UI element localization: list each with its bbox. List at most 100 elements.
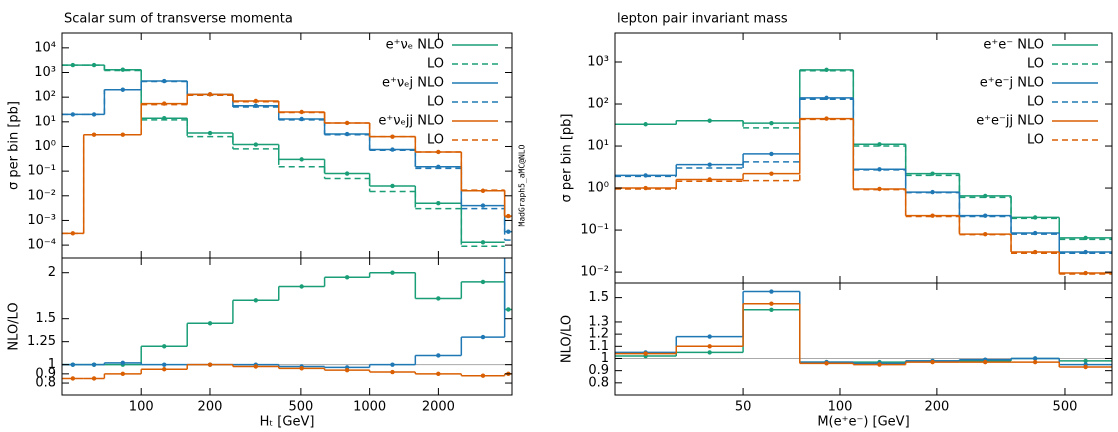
y-tick-label: 1.5 bbox=[588, 290, 609, 305]
frame bbox=[61, 257, 513, 396]
legend-label: e⁺e⁻jj NLO bbox=[976, 114, 1044, 129]
y-tick-label: 10⁻² bbox=[580, 265, 609, 280]
x-tick-label: 500 bbox=[288, 400, 313, 415]
y-tick-label: 2 bbox=[48, 265, 56, 280]
point bbox=[390, 183, 395, 189]
point bbox=[506, 307, 511, 312]
point bbox=[299, 284, 304, 289]
legend-label: LO bbox=[427, 133, 444, 148]
point bbox=[506, 234, 510, 238]
y-tick-label: 10⁻¹ bbox=[580, 223, 609, 238]
point bbox=[769, 171, 774, 176]
point bbox=[436, 353, 441, 358]
point bbox=[769, 301, 774, 306]
point bbox=[390, 270, 395, 275]
legend-label: e⁺νₑ NLO bbox=[386, 38, 444, 53]
point bbox=[506, 229, 511, 234]
point bbox=[91, 362, 97, 367]
y-tick-label: 1.25 bbox=[27, 334, 56, 349]
point bbox=[120, 67, 126, 72]
point bbox=[1083, 358, 1088, 364]
point bbox=[707, 350, 712, 355]
point bbox=[1032, 356, 1038, 361]
plot-area bbox=[615, 289, 1112, 370]
point bbox=[1032, 359, 1038, 365]
point bbox=[299, 157, 304, 162]
y-axis-label: NLO/LO bbox=[560, 315, 575, 363]
y-tick-label: 0.8 bbox=[588, 375, 609, 390]
y-tick-label: 10¹ bbox=[587, 139, 609, 154]
point bbox=[91, 376, 97, 381]
legend-label: e⁺νₑj NLO bbox=[382, 76, 444, 91]
point bbox=[70, 376, 76, 381]
y-tick-label: 10³ bbox=[587, 55, 609, 70]
legend-label: e⁺e⁻j NLO bbox=[980, 76, 1044, 91]
point bbox=[390, 369, 395, 375]
point bbox=[480, 279, 486, 285]
point bbox=[769, 120, 774, 126]
plot-area bbox=[62, 62, 512, 247]
point bbox=[480, 203, 486, 208]
point bbox=[877, 362, 882, 367]
x-tick-label: 50 bbox=[735, 400, 752, 415]
x-tick-label: 2000 bbox=[422, 400, 455, 415]
legend-label: e⁺νₑjj NLO bbox=[378, 114, 444, 129]
watermark: MadGraph5_aMC@NLO bbox=[518, 144, 527, 226]
point bbox=[162, 344, 167, 349]
y-tick-label: 10² bbox=[587, 97, 609, 112]
point bbox=[436, 371, 441, 377]
y-tick-label: 1 bbox=[601, 351, 609, 366]
y-tick-label: 0.9 bbox=[35, 366, 56, 381]
x-tick-label: 200 bbox=[198, 400, 223, 415]
point bbox=[480, 240, 486, 245]
plot-area bbox=[615, 67, 1112, 276]
legend-label: e⁺e⁻ NLO bbox=[983, 38, 1044, 53]
point bbox=[207, 321, 213, 326]
y-tick-label: 10² bbox=[34, 90, 56, 105]
frame bbox=[61, 32, 513, 259]
y-tick-label: 0.8 bbox=[35, 376, 56, 391]
point bbox=[253, 364, 259, 369]
point bbox=[253, 298, 259, 303]
y-tick-label: 10⁰ bbox=[587, 181, 609, 196]
point bbox=[436, 296, 441, 301]
chart-title: lepton pair invariant mass bbox=[617, 12, 788, 27]
point bbox=[162, 362, 167, 367]
point bbox=[207, 362, 213, 367]
y-tick-label: 1 bbox=[48, 357, 56, 372]
y-tick-label: 1.1 bbox=[588, 339, 609, 354]
y-tick-label: 10¹ bbox=[34, 114, 56, 129]
point bbox=[120, 87, 126, 92]
x-tick-label: 100 bbox=[828, 400, 853, 415]
y-tick-label: 10⁻⁴ bbox=[27, 238, 56, 253]
point bbox=[344, 171, 350, 176]
plot-area bbox=[62, 234, 512, 381]
y-tick-label: 10⁻³ bbox=[27, 213, 56, 228]
point bbox=[344, 275, 350, 280]
y-tick-label: 10⁻¹ bbox=[27, 164, 56, 179]
point bbox=[824, 361, 829, 366]
legend-label: LO bbox=[1027, 57, 1044, 72]
point bbox=[1083, 364, 1088, 370]
chart-title: Scalar sum of transverse momenta bbox=[64, 12, 293, 27]
y-tick-label: 10⁻² bbox=[27, 188, 56, 203]
y-tick-label: 10⁰ bbox=[34, 139, 56, 154]
point bbox=[436, 201, 441, 206]
legend-label: LO bbox=[427, 57, 444, 72]
point bbox=[390, 362, 395, 367]
point bbox=[707, 334, 712, 339]
point bbox=[983, 359, 988, 365]
y-tick-label: 10⁴ bbox=[34, 40, 56, 55]
point bbox=[162, 367, 167, 372]
point bbox=[769, 151, 774, 157]
x-tick-label: 1000 bbox=[353, 400, 386, 415]
point bbox=[480, 373, 486, 378]
point bbox=[120, 132, 126, 137]
y-axis-label: NLO/LO bbox=[7, 302, 22, 350]
y-axis-label: σ per bin [pb] bbox=[7, 101, 22, 190]
point bbox=[253, 142, 259, 147]
point bbox=[930, 359, 935, 365]
point bbox=[70, 362, 76, 367]
legend-label: LO bbox=[1027, 133, 1044, 148]
